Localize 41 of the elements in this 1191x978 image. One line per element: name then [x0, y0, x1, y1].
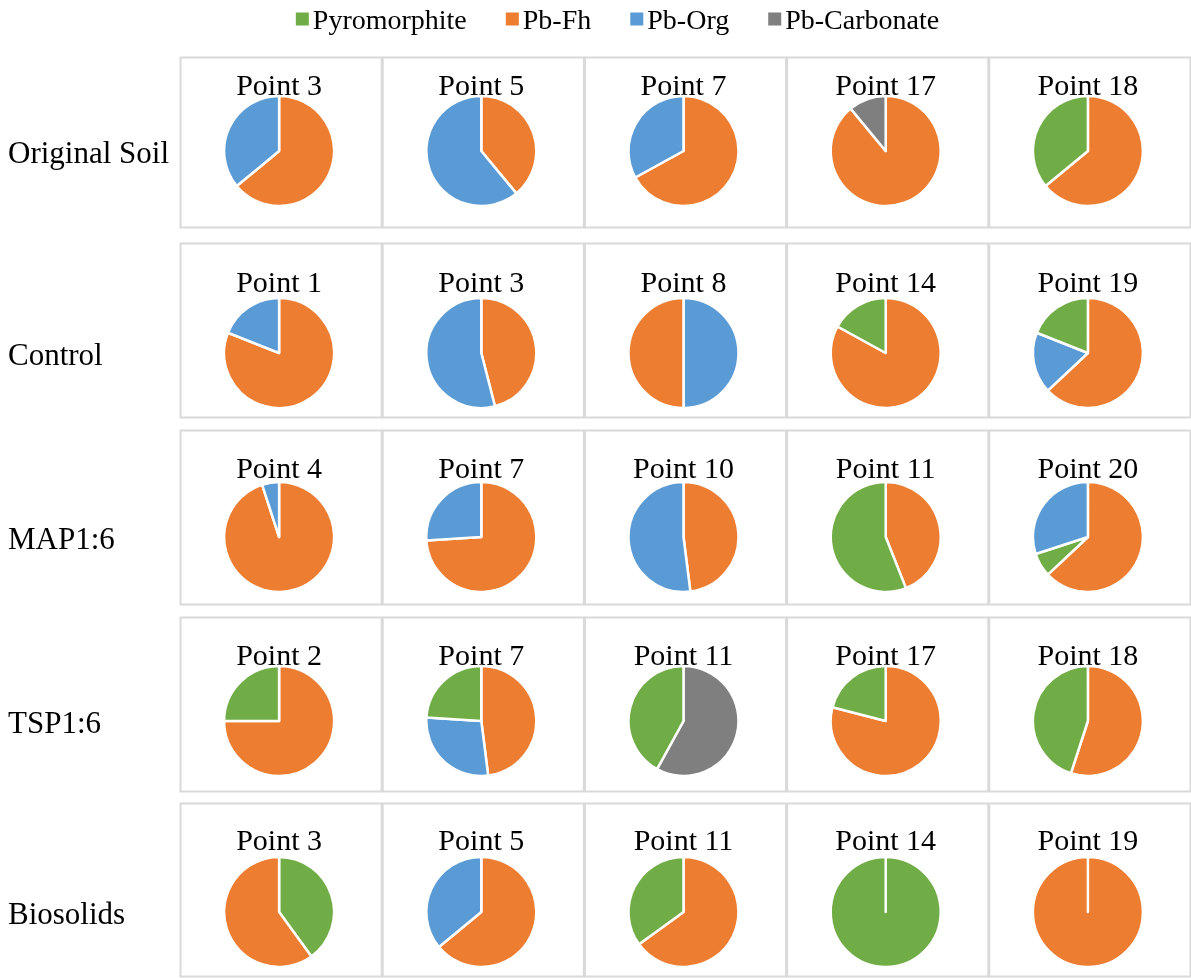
text: Original Soil [8, 134, 170, 170]
pie-slice [829, 94, 942, 208]
chart-title: Point 7 [438, 637, 525, 671]
legend-label: Pb-Fh [522, 3, 592, 35]
chart-title: Point 11 [633, 637, 734, 671]
text: Biosolids [8, 895, 126, 931]
legend-label: Pb-Carbonate [785, 3, 940, 35]
text: Point 3 [236, 67, 323, 101]
chart-title: Point 7 [438, 450, 525, 484]
chart-title: Point 19 [1037, 264, 1139, 298]
legend-label: Pb-Org [647, 3, 730, 35]
text: Control [8, 336, 103, 372]
chart-title: Point 8 [640, 264, 727, 298]
pie-slice [829, 664, 942, 778]
chart-title: Point 3 [236, 822, 323, 856]
chart-title: Point 11 [633, 822, 734, 856]
pie-slice [222, 296, 336, 410]
chart-title: Point 3 [438, 264, 525, 298]
text: TSP1:6 [8, 704, 102, 740]
chart-title: Point 14 [835, 822, 937, 856]
chart-title: Point 1 [236, 264, 323, 298]
chart-title: Point 20 [1037, 450, 1139, 484]
chart-title: Point 5 [438, 822, 525, 856]
chart-title: Point 11 [835, 450, 936, 484]
chart-title: Point 4 [236, 450, 323, 484]
chart-title: Point 2 [236, 637, 323, 671]
pie-slice [425, 480, 538, 594]
pie-slice [829, 296, 942, 410]
chart-title: Point 10 [633, 450, 734, 484]
pie-slice [222, 664, 336, 778]
chart-title: Point 19 [1037, 822, 1139, 856]
chart-title: Point 14 [835, 264, 937, 298]
chart-title: Point 18 [1037, 67, 1139, 101]
legend-label: Pyromorphite [312, 3, 467, 35]
text: MAP1:6 [8, 520, 115, 556]
chart-title: Point 17 [835, 67, 937, 101]
pie-slice [222, 480, 336, 594]
chart-title: Point 5 [438, 67, 525, 101]
chart-title: Point 7 [640, 67, 727, 101]
chart-title: Point 17 [835, 637, 937, 671]
chart-title: Point 18 [1037, 637, 1139, 671]
